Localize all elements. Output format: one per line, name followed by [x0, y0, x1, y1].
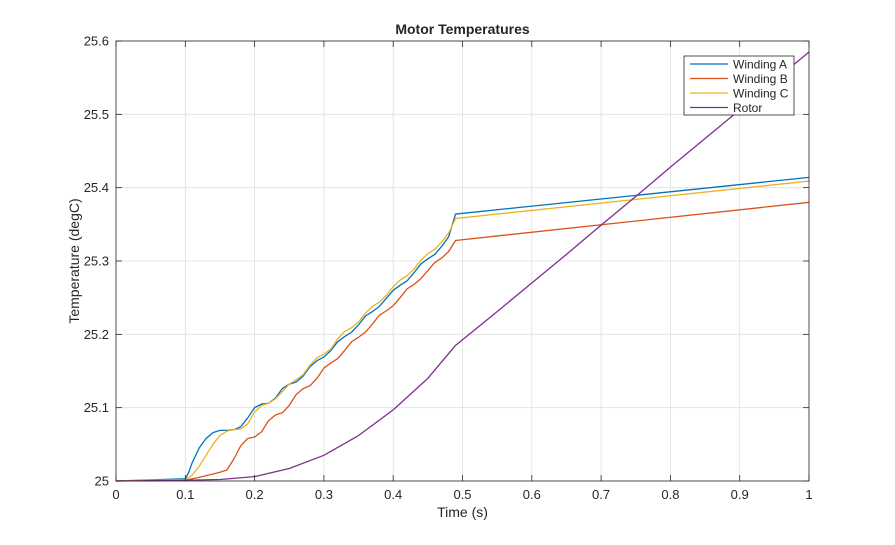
x-tick-label: 0.6 [523, 487, 541, 502]
x-tick-label: 0 [112, 487, 119, 502]
x-tick-label: 1 [805, 487, 812, 502]
x-tick-label: 0.1 [176, 487, 194, 502]
y-tick-label: 25.5 [84, 107, 109, 122]
y-tick-label: 25.6 [84, 34, 109, 49]
legend-label-rotor: Rotor [733, 101, 762, 115]
y-tick-label: 25.2 [84, 327, 109, 342]
y-axis-label: Temperature (degC) [66, 198, 82, 323]
series-line-winding-b [115, 201, 810, 482]
legend-box [683, 55, 795, 116]
y-tick-label: 25.3 [84, 254, 109, 269]
series-line-rotor [115, 51, 810, 482]
x-tick-label: 0.9 [731, 487, 749, 502]
series-line-winding-a [115, 176, 810, 482]
y-tick-label: 25.4 [84, 180, 109, 195]
series-line-winding-c [115, 180, 810, 482]
x-axis-label: Time (s) [437, 504, 488, 520]
axis-ticks: 0 0.1 0.2 0.3 0.4 0.5 0.6 0.7 0.8 0.9 1 25 25.1 25.2 2… [84, 34, 813, 503]
series-lines [115, 51, 810, 482]
x-tick-label: 0.7 [592, 487, 610, 502]
x-tick-label: 0.2 [246, 487, 264, 502]
y-tick-label: 25 [95, 474, 109, 489]
legend-label-winding-b: Winding B [733, 72, 788, 86]
y-tick-label: 25.1 [84, 400, 109, 415]
legend-label-winding-c: Winding C [733, 87, 789, 101]
x-tick-label: 0.4 [384, 487, 402, 502]
chart-title: Motor Temperatures [395, 21, 530, 37]
x-tick-label: 0.3 [315, 487, 333, 502]
legend-label-winding-a: Winding A [733, 58, 787, 72]
x-tick-label: 0.8 [661, 487, 679, 502]
x-tick-label: 0.5 [453, 487, 471, 502]
